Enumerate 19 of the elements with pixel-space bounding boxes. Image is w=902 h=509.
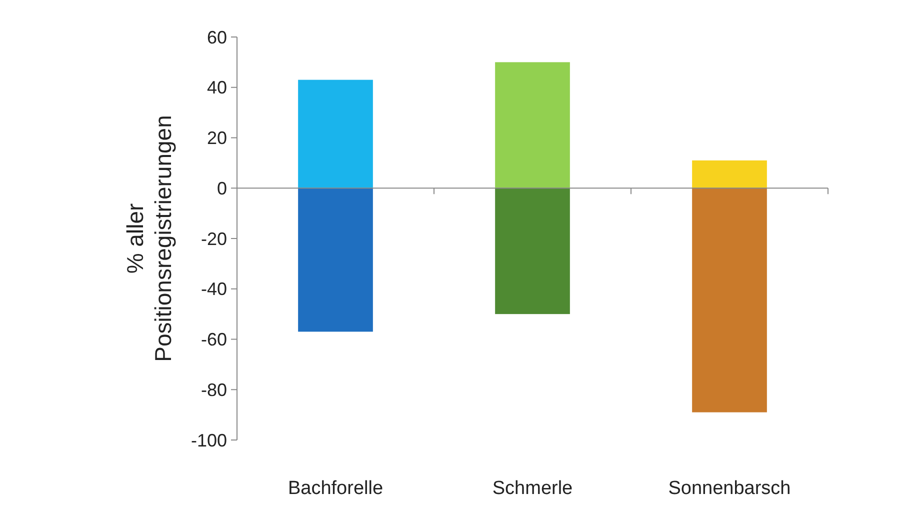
y-axis-title: % aller Positionsregistrierungen: [122, 115, 176, 362]
bar: [495, 188, 570, 314]
x-tick-label: Sonnenbarsch: [668, 478, 791, 499]
y-tick-label: -60: [200, 330, 227, 350]
bar: [298, 80, 373, 188]
y-tick-label: 20: [206, 128, 227, 148]
y-tick-label: 0: [216, 178, 227, 198]
y-tick-label: -100: [190, 430, 227, 450]
x-tick-label: Schmerle: [492, 478, 573, 499]
y-tick-label: -80: [200, 380, 227, 400]
x-tick-label: Bachforelle: [288, 478, 384, 499]
bar: [495, 62, 570, 188]
y-tick-label: -40: [200, 279, 227, 300]
bar: [692, 160, 767, 188]
bar: [298, 188, 373, 332]
y-tick-label: -20: [200, 228, 227, 249]
y-tick-label: 40: [206, 78, 227, 98]
y-tick-label: 60: [206, 27, 227, 48]
bar: [692, 188, 767, 412]
